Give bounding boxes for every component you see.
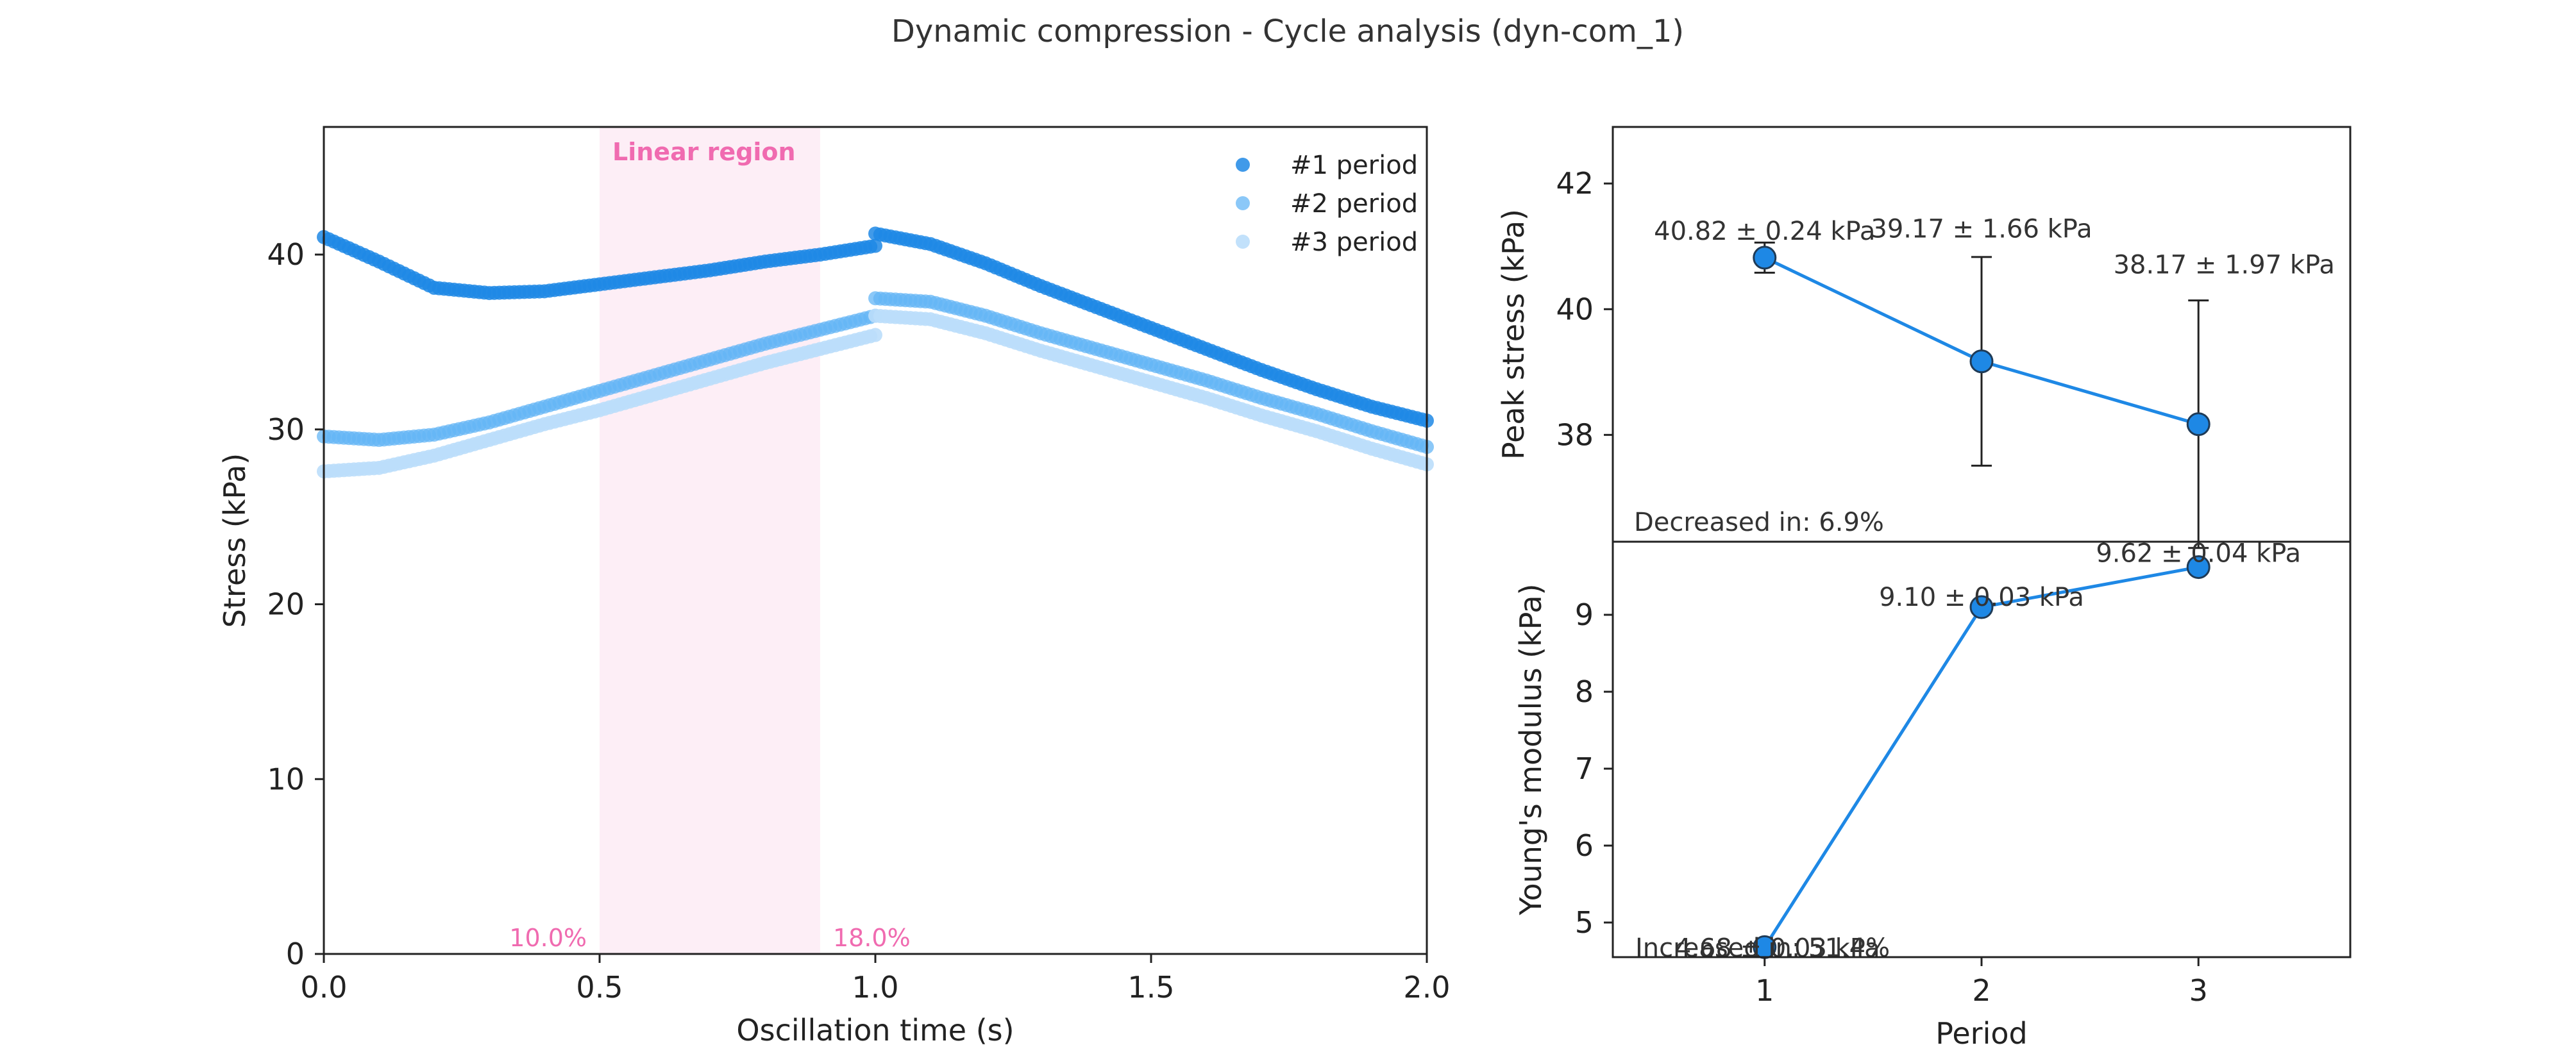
x-tick-label: 0.5 [576, 970, 623, 1005]
change-annotation: Increased in: 51.4% [1635, 933, 1890, 963]
x-tick-label: 1 [1755, 973, 1774, 1008]
legend: #1 period #2 period #3 period [1236, 151, 1418, 257]
point-label: 9.10 ± 0.03 kPa [1879, 583, 2084, 612]
y-tick-label: 40 [267, 237, 305, 272]
x-axis-label: Period [1935, 1016, 2027, 1051]
data-point [868, 328, 882, 342]
y-tick-label: 38 [1556, 417, 1594, 452]
point-label: 38.17 ± 1.97 kPa [2114, 251, 2335, 280]
y-tick-label: 40 [1556, 292, 1594, 326]
series-line [1763, 565, 2199, 948]
x-tick-label: 2.0 [1403, 970, 1450, 1005]
data-point [2186, 555, 2210, 580]
region-end-label: 18.0% [833, 924, 911, 952]
linear-region-band [600, 127, 820, 954]
y-tick-label: 30 [267, 412, 305, 447]
legend-marker [1236, 235, 1250, 249]
y-tick-label: 5 [1575, 905, 1594, 940]
legend-marker [1236, 196, 1250, 210]
point-label: 4.68 ± 0.03 kPa [1675, 933, 1880, 963]
legend-marker [1236, 158, 1250, 172]
y-tick-label: 8 [1575, 674, 1594, 709]
series-1 [317, 226, 1434, 428]
stress-time-chart: Linear region 10.0% 18.0% 0.0 0.5 1.0 1.5 2.0 0 1… [217, 126, 1451, 1048]
x-tick-label: 3 [2189, 973, 2208, 1008]
series-2 [317, 291, 1434, 455]
y-tick-label: 0 [286, 937, 305, 971]
change-annotation: Decreased in: 6.9% [1634, 508, 1884, 537]
point-label: 40.82 ± 0.24 kPa [1654, 217, 1875, 246]
point-label: 9.62 ± 0.04 kPa [2096, 539, 2301, 569]
y-axis-label: Young's modulus (kPa) [1513, 583, 1548, 915]
legend-label: #2 period [1290, 189, 1418, 219]
x-tick-label: 2 [1972, 973, 1991, 1008]
data-point [1969, 595, 1994, 619]
data-point [1753, 246, 1777, 270]
y-tick-label: 10 [267, 762, 305, 796]
legend-label: #3 period [1290, 228, 1418, 257]
data-point [1969, 349, 1994, 374]
x-tick-label: 1.5 [1127, 970, 1174, 1005]
y-axis-label: Peak stress (kPa) [1496, 209, 1531, 460]
x-tick-label: 0.0 [300, 970, 347, 1005]
figure-title: Dynamic compression - Cycle analysis (dy… [891, 13, 1684, 49]
y-tick-label: 7 [1575, 751, 1594, 786]
linear-region-label: Linear region [612, 138, 796, 166]
legend-label: #1 period [1290, 151, 1418, 180]
y-tick-label: 20 [267, 587, 305, 622]
y-axis-label: Stress (kPa) [217, 453, 252, 628]
region-start-label: 10.0% [509, 924, 587, 952]
y-tick-label: 9 [1575, 597, 1594, 632]
x-axis-label: Oscillation time (s) [736, 1013, 1014, 1048]
y-tick-label: 42 [1556, 166, 1594, 201]
data-point [2186, 412, 2210, 437]
x-tick-label: 1.0 [852, 970, 898, 1005]
point-label: 39.17 ± 1.66 kPa [1871, 215, 2092, 244]
data-point [868, 238, 882, 253]
youngs-modulus-chart: 4.68 ± 0.03 kPa 9.10 ± 0.03 kPa 9.62 ± 0.0… [1513, 539, 2352, 1051]
y-tick-label: 6 [1575, 828, 1594, 863]
